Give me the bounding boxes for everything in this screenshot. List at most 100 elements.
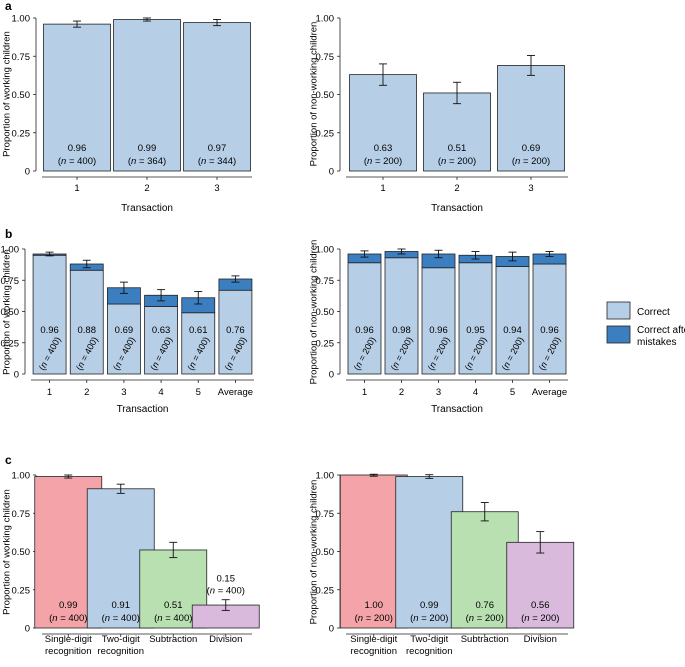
x-axis-label: Transaction	[431, 404, 483, 415]
bar-correct	[144, 306, 178, 375]
n-label: (n = 400)	[154, 613, 192, 624]
y-tick-label: 1.00	[12, 471, 31, 482]
x-axis-label: Transaction	[431, 203, 483, 214]
data-label: 0.91	[112, 600, 131, 611]
y-tick-label: 0	[25, 624, 30, 635]
bar-correct	[458, 262, 493, 375]
x-axis-label: Transaction	[121, 203, 173, 214]
x-tick-label: Division	[209, 634, 242, 645]
y-tick-label: 1.00	[316, 14, 335, 25]
y-tick-label: 1.00	[316, 471, 335, 482]
panel-label-b: b	[5, 227, 12, 241]
data-label: 0.76	[476, 600, 495, 611]
y-axis-label: Proportion of working children	[2, 31, 13, 157]
y-tick-label: 0.25	[1, 338, 20, 349]
x-tick-label: 2	[399, 387, 404, 398]
x-tick-label: Subtraction	[149, 634, 197, 645]
data-label: 0.88	[78, 325, 97, 336]
y-tick-label: 0.75	[316, 276, 335, 287]
data-label: 0.63	[374, 143, 393, 154]
legend-swatch-correct	[606, 301, 631, 320]
x-tick-label: Average	[532, 387, 567, 398]
data-label: 0.76	[226, 325, 245, 336]
data-label: 0.94	[503, 325, 522, 336]
x-tick-label: 2	[454, 183, 459, 194]
y-tick-label: 0.25	[316, 128, 335, 139]
data-label: 0.95	[466, 325, 485, 336]
x-tick-label: recognition	[351, 646, 397, 657]
y-axis-label: Proportion of non-working children	[309, 240, 320, 385]
data-label: 0.63	[152, 325, 171, 336]
data-label: 1.00	[365, 600, 384, 611]
data-label: 0.99	[59, 600, 78, 611]
y-tick-label: 0	[329, 624, 334, 635]
data-label: 0.96	[68, 143, 87, 154]
x-tick-label: Single-digit	[350, 634, 397, 645]
n-label: (n = 200)	[355, 613, 393, 624]
n-label: (n = 200)	[512, 156, 550, 167]
data-label: 0.61	[189, 325, 208, 336]
n-label: (n = 364)	[128, 156, 166, 167]
x-tick-label: 1	[362, 387, 367, 398]
x-tick-label: recognition	[98, 646, 144, 657]
x-tick-label: 3	[121, 387, 126, 398]
y-tick-label: 0.50	[12, 547, 31, 558]
y-axis-label: Proportion of non-working children	[309, 480, 320, 625]
data-label: 0.56	[531, 600, 550, 611]
y-axis-label: Proportion of non-working children	[309, 22, 320, 167]
panel-label-a: a	[5, 0, 12, 13]
x-tick-label: Two-digit	[410, 634, 448, 645]
bar	[349, 74, 417, 172]
bar-correct	[69, 269, 104, 375]
data-label: 0.99	[420, 600, 439, 611]
x-tick-label: Subtraction	[461, 634, 509, 645]
chart-c-left: c 0 0.25 0.50 0.75 1.00 Proportion of working …	[2, 453, 260, 657]
bar	[183, 22, 251, 172]
bar-correct	[532, 263, 567, 375]
y-tick-label: 0.50	[12, 90, 31, 101]
panel-label-c: c	[5, 453, 12, 467]
y-tick-label: 1.00	[1, 245, 20, 256]
n-label: (n = 200)	[410, 613, 448, 624]
data-label: 0.51	[164, 600, 183, 611]
data-label: 0.99	[138, 143, 157, 154]
legend-label-mistakes-line2: mistakes	[637, 337, 676, 348]
y-tick-label: 0.75	[12, 509, 31, 520]
n-label: (n = 200)	[521, 613, 559, 624]
y-tick-label: 1.00	[12, 14, 31, 25]
x-tick-label: 3	[436, 387, 441, 398]
n-label: (n = 400)	[102, 613, 140, 624]
y-tick-label: 0.25	[316, 585, 335, 596]
y-tick-label: 0.50	[316, 547, 335, 558]
x-tick-label: recognition	[45, 646, 91, 657]
x-tick-label: 3	[214, 183, 219, 194]
n-label: (n = 400)	[58, 156, 96, 167]
x-tick-label: 2	[84, 387, 89, 398]
bar-correct	[384, 257, 419, 375]
x-tick-label: 4	[473, 387, 478, 398]
n-label: (n = 344)	[198, 156, 236, 167]
y-tick-label: 1.00	[316, 245, 335, 256]
data-label: 0.96	[40, 325, 59, 336]
bar	[43, 23, 111, 172]
n-label: (n = 200)	[364, 156, 402, 167]
bar	[506, 541, 575, 629]
y-tick-label: 0.25	[12, 585, 31, 596]
legend-swatch-mistakes	[606, 325, 631, 344]
bar	[113, 19, 181, 172]
x-tick-label: Division	[524, 634, 557, 645]
bar-correct	[421, 267, 456, 375]
y-tick-label: 0.75	[12, 52, 31, 63]
data-label: 0.98	[392, 325, 411, 336]
data-label: 0.96	[540, 325, 559, 336]
y-axis-label: Proportion of working children	[2, 249, 13, 375]
bar	[423, 92, 491, 172]
y-tick-label: 0	[329, 370, 334, 381]
n-label: (n = 400)	[49, 613, 87, 624]
data-label: 0.69	[115, 325, 134, 336]
y-tick-label: 0	[14, 370, 19, 381]
y-tick-label: 0.75	[1, 276, 20, 287]
